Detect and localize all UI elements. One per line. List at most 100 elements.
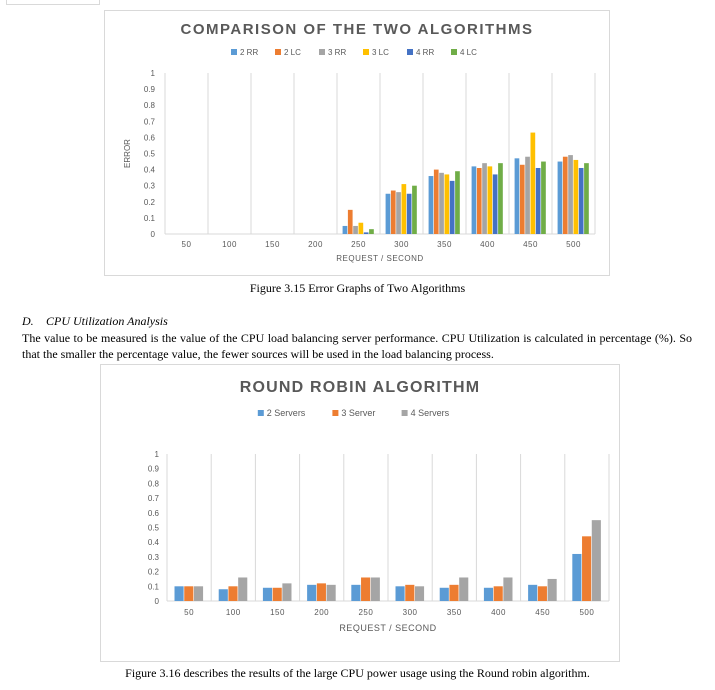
- legend-item: 3 RR: [319, 48, 346, 57]
- section-title: CPU Utilization Analysis: [46, 314, 168, 328]
- bar-4-rr-350: [449, 180, 455, 234]
- round-robin-chart-svg: ROUND ROBIN ALGORITHM 2 Servers 3 Server 4 …: [148, 379, 610, 633]
- bar-2-servers-250: [351, 584, 361, 601]
- bar-4-lc-350: [455, 171, 460, 234]
- bar-4-lc-400: [498, 163, 503, 234]
- bar-4-lc-250: [369, 229, 374, 234]
- bar-2-servers-350: [439, 587, 449, 601]
- x-tick-label: 350: [447, 608, 462, 617]
- chart-title: COMPARISON OF THE TWO ALGORITHMS: [181, 21, 534, 38]
- bar-2-rr-400: [471, 166, 477, 234]
- bar-2-rr-500: [557, 161, 563, 234]
- bar-2-lc-300: [390, 190, 396, 234]
- legend-label: 2 LC: [284, 48, 301, 57]
- x-tick-label: 450: [523, 240, 538, 249]
- y-tick-label: 0.3: [144, 182, 156, 191]
- bar-3-server-100: [228, 586, 238, 601]
- bar-3-lc-350: [444, 174, 450, 234]
- bar-4-servers-400: [503, 577, 513, 601]
- legend-label: 3 RR: [328, 48, 346, 57]
- x-tick-label: 150: [265, 240, 280, 249]
- bar-3-server-400: [493, 586, 503, 601]
- x-tick-label: 450: [535, 608, 550, 617]
- legend-swatch: [363, 49, 369, 55]
- bar-3-server-350: [449, 584, 459, 601]
- legend-item: 3 LC: [363, 48, 389, 57]
- chart-legend: 2 Servers 3 Server 4 Servers: [257, 408, 450, 418]
- y-tick-label: 0.4: [148, 538, 160, 547]
- legend-label: 3 Server: [341, 408, 375, 418]
- x-tick-label: 500: [566, 240, 581, 249]
- bar-3-server-250: [361, 577, 371, 601]
- legend-swatch: [407, 49, 413, 55]
- bar-4-servers-450: [547, 578, 557, 601]
- bar-4-servers-150: [282, 583, 292, 601]
- bar-4-rr-450: [535, 167, 541, 234]
- x-tick-label: 300: [394, 240, 409, 249]
- bar-2-lc-400: [476, 167, 482, 234]
- legend-item: 4 RR: [407, 48, 434, 57]
- bar-4-rr-500: [578, 167, 584, 234]
- y-tick-label: 0.9: [144, 85, 156, 94]
- error-comparison-chart: COMPARISON OF THE TWO ALGORITHMS 2 RR 2 LC…: [104, 10, 610, 276]
- section-heading: D. CPU Utilization Analysis: [22, 314, 168, 329]
- legend-label: 4 LC: [460, 48, 477, 57]
- bar-3-server-500: [582, 536, 592, 601]
- section-number: D.: [22, 314, 34, 328]
- bar-3-server-300: [405, 584, 415, 601]
- bar-2-servers-100: [218, 589, 228, 601]
- bar-2-rr-300: [385, 193, 391, 234]
- bar-2-rr-350: [428, 176, 434, 234]
- y-tick-label: 1: [155, 450, 160, 459]
- x-tick-label: 100: [226, 608, 241, 617]
- bar-3-server-200: [316, 583, 326, 601]
- bar-2-lc-500: [562, 156, 568, 234]
- y-tick-label: 0.5: [144, 150, 156, 159]
- y-tick-label: 0.9: [148, 465, 160, 474]
- figure-3-16-caption: Figure 3.16 describes the results of the…: [125, 666, 590, 680]
- bar-3-lc-500: [573, 159, 579, 234]
- bar-3-rr-450: [525, 156, 530, 234]
- chart-legend: 2 RR 2 LC 3 RR 3 LC 4 RR 4 LC: [231, 48, 477, 57]
- bar-3-lc-300: [401, 184, 407, 234]
- bar-2-servers-150: [262, 587, 273, 601]
- bar-4-servers-50: [193, 586, 204, 601]
- bar-4-servers-350: [459, 577, 469, 601]
- chart-title: ROUND ROBIN ALGORITHM: [240, 379, 481, 396]
- y-tick-label: 0.3: [148, 553, 160, 562]
- x-axis-label: REQUEST / SECOND: [336, 254, 423, 263]
- legend-item: 2 RR: [231, 48, 258, 57]
- bar-2-servers-500: [572, 553, 582, 601]
- x-tick-label: 200: [308, 240, 323, 249]
- y-tick-label: 0: [155, 597, 160, 606]
- y-tick-label: 0.6: [144, 133, 156, 142]
- y-tick-label: 0.7: [148, 494, 160, 503]
- legend-swatch: [451, 49, 457, 55]
- bar-2-servers-300: [395, 586, 405, 601]
- x-tick-label: 350: [437, 240, 452, 249]
- bar-3-rr-350: [439, 172, 444, 234]
- bar-3-server-450: [537, 586, 547, 601]
- bar-4-servers-500: [591, 520, 601, 601]
- legend-swatch: [257, 410, 264, 416]
- round-robin-chart: ROUND ROBIN ALGORITHM 2 Servers 3 Server 4 …: [100, 364, 620, 662]
- bar-4-servers-250: [370, 577, 380, 601]
- bar-3-server-50: [184, 586, 194, 601]
- bar-3-lc-250: [358, 222, 364, 234]
- bar-4-rr-300: [406, 193, 412, 234]
- bar-4-servers-100: [238, 577, 248, 601]
- bar-3-lc-450: [530, 132, 536, 234]
- bar-2-servers-450: [528, 584, 538, 601]
- y-tick-label: 0.6: [148, 509, 160, 518]
- legend-swatch: [231, 49, 237, 55]
- legend-swatch: [319, 49, 325, 55]
- y-tick-label: 0.2: [148, 568, 160, 577]
- y-tick-label: 0.2: [144, 198, 156, 207]
- y-axis-label: ERROR: [123, 139, 132, 168]
- legend-swatch: [401, 410, 408, 416]
- x-axis-label: REQUEST / SECOND: [339, 623, 436, 633]
- x-tick-label: 100: [222, 240, 237, 249]
- legend-label: 4 RR: [416, 48, 434, 57]
- y-tick-label: 0.8: [148, 479, 160, 488]
- x-tick-label: 50: [182, 240, 192, 249]
